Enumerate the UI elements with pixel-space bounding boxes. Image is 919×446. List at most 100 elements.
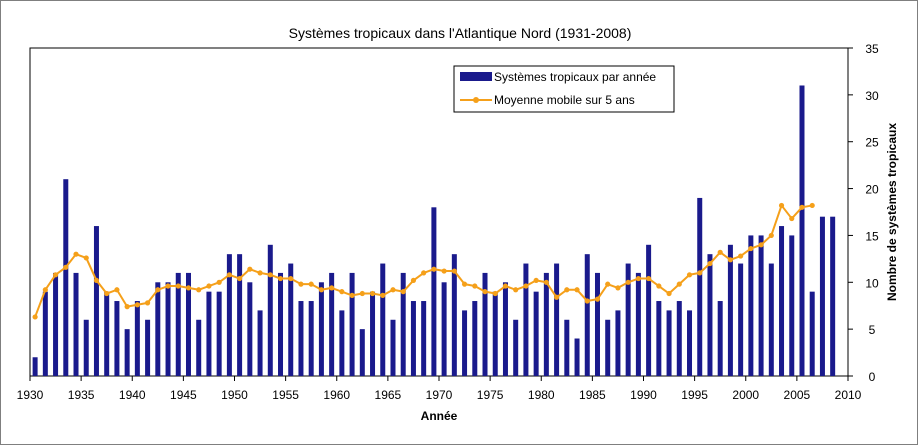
moving-average-point-1938 bbox=[114, 287, 120, 293]
bar-1986 bbox=[605, 319, 611, 376]
moving-average-point-1985 bbox=[594, 296, 601, 302]
moving-average-point-1994 bbox=[686, 272, 693, 278]
moving-average-point-2002 bbox=[768, 232, 774, 239]
moving-average-point-1947 bbox=[206, 283, 212, 289]
bar-1968 bbox=[421, 301, 427, 376]
y-axis-label: Nombre de systèmes tropicaux bbox=[885, 123, 899, 301]
moving-average-point-1965 bbox=[390, 287, 396, 293]
x-axis: 1930 1935 1940 1945 1950 1955 1960 1965 1970 1975… bbox=[17, 376, 862, 402]
x-tick-label-1975: 1975 bbox=[477, 388, 504, 402]
moving-average-point-1981 bbox=[553, 294, 560, 300]
moving-average-point-1971 bbox=[451, 268, 457, 274]
moving-average-point-1962 bbox=[359, 290, 365, 297]
moving-average-point-1964 bbox=[380, 292, 386, 299]
x-tick-label-2010: 2010 bbox=[835, 388, 862, 402]
bar-1959 bbox=[329, 272, 335, 376]
moving-average-point-1940 bbox=[134, 302, 140, 308]
legend-bar-label: Systèmes tropicaux par année bbox=[494, 70, 656, 84]
bar-1954 bbox=[278, 272, 284, 376]
x-tick-label-1960: 1960 bbox=[323, 388, 350, 402]
moving-average-point-1975 bbox=[492, 290, 498, 297]
x-tick-label-1935: 1935 bbox=[68, 388, 95, 402]
moving-average-point-1946 bbox=[196, 287, 202, 293]
moving-average-point-2006 bbox=[809, 202, 815, 209]
moving-average-point-1931 bbox=[42, 287, 48, 293]
y-tick-label-25: 25 bbox=[865, 136, 879, 150]
y-tick-label-20: 20 bbox=[865, 183, 879, 197]
bar-1985 bbox=[594, 272, 600, 376]
bar-2001 bbox=[758, 235, 764, 376]
moving-average-point-1954 bbox=[277, 275, 284, 282]
bar-1965 bbox=[390, 319, 396, 376]
moving-average-point-1983 bbox=[574, 287, 580, 293]
bar-1932 bbox=[53, 272, 59, 376]
bar-1983 bbox=[574, 338, 580, 376]
x-tick-label-1970: 1970 bbox=[426, 388, 453, 402]
moving-average-point-1976 bbox=[502, 283, 509, 289]
moving-average-point-1980 bbox=[543, 279, 549, 285]
moving-average-point-2000 bbox=[748, 245, 754, 252]
moving-average-point-1952 bbox=[257, 270, 263, 276]
moving-average-point-1966 bbox=[400, 289, 406, 295]
y-axis: 0 5 10 15 20 25 30 35 bbox=[848, 42, 879, 384]
moving-average-point-1969 bbox=[431, 266, 437, 272]
y-tick-label-0: 0 bbox=[869, 370, 876, 384]
legend-line-marker bbox=[473, 97, 479, 103]
x-tick-label-1985: 1985 bbox=[579, 388, 606, 402]
bar-1946 bbox=[196, 319, 202, 376]
moving-average-point-1934 bbox=[73, 251, 79, 257]
bar-1980 bbox=[543, 272, 549, 376]
bar-1935 bbox=[83, 319, 89, 376]
bar-1971 bbox=[451, 254, 457, 376]
bar-1960 bbox=[339, 310, 345, 376]
bar-1947 bbox=[206, 291, 212, 376]
x-tick-label-1930: 1930 bbox=[17, 388, 44, 402]
bar-1990 bbox=[646, 244, 652, 376]
bar-2003 bbox=[779, 226, 785, 376]
bar-1966 bbox=[400, 272, 406, 376]
bar-1978 bbox=[523, 263, 529, 376]
x-tick-label-1980: 1980 bbox=[528, 388, 555, 402]
bar-1979 bbox=[533, 291, 539, 376]
moving-average-point-1988 bbox=[625, 279, 631, 285]
bar-1974 bbox=[482, 272, 488, 376]
bar-1938 bbox=[114, 301, 120, 376]
bar-1937 bbox=[104, 291, 110, 376]
x-tick-label-1955: 1955 bbox=[272, 388, 299, 402]
bar-1973 bbox=[472, 301, 478, 376]
x-tick-label-1995: 1995 bbox=[681, 388, 708, 402]
moving-average-point-1955 bbox=[288, 275, 294, 282]
bar-1977 bbox=[513, 319, 519, 376]
moving-average-point-1937 bbox=[104, 290, 110, 297]
bar-1944 bbox=[175, 272, 181, 376]
moving-average-point-1982 bbox=[564, 287, 570, 293]
bar-1998 bbox=[727, 244, 733, 376]
bar-1975 bbox=[492, 291, 498, 376]
x-tick-label-1990: 1990 bbox=[630, 388, 657, 402]
moving-average-point-1984 bbox=[584, 298, 590, 304]
bar-1969 bbox=[431, 207, 437, 376]
moving-average-point-1956 bbox=[298, 281, 304, 287]
moving-average-point-1995 bbox=[697, 270, 703, 276]
x-axis-label: Année bbox=[421, 409, 458, 423]
bar-1941 bbox=[145, 319, 151, 376]
bar-1988 bbox=[625, 263, 631, 376]
legend-bar-swatch bbox=[460, 72, 492, 81]
moving-average-point-1941 bbox=[144, 300, 151, 306]
moving-average-layer bbox=[32, 202, 815, 320]
moving-average-point-2001 bbox=[758, 242, 764, 248]
moving-average-point-1978 bbox=[523, 283, 529, 289]
bar-1951 bbox=[247, 282, 253, 376]
y-tick-label-10: 10 bbox=[865, 276, 879, 290]
bar-1964 bbox=[380, 263, 386, 376]
y-tick-label-30: 30 bbox=[865, 89, 879, 103]
bars-layer bbox=[32, 85, 836, 377]
moving-average-point-1989 bbox=[635, 275, 641, 282]
x-tick-label-1945: 1945 bbox=[170, 388, 197, 402]
moving-average-point-1958 bbox=[318, 287, 325, 293]
moving-average-point-1943 bbox=[165, 283, 171, 289]
bar-1931 bbox=[42, 291, 48, 376]
moving-average-point-1961 bbox=[349, 292, 355, 299]
